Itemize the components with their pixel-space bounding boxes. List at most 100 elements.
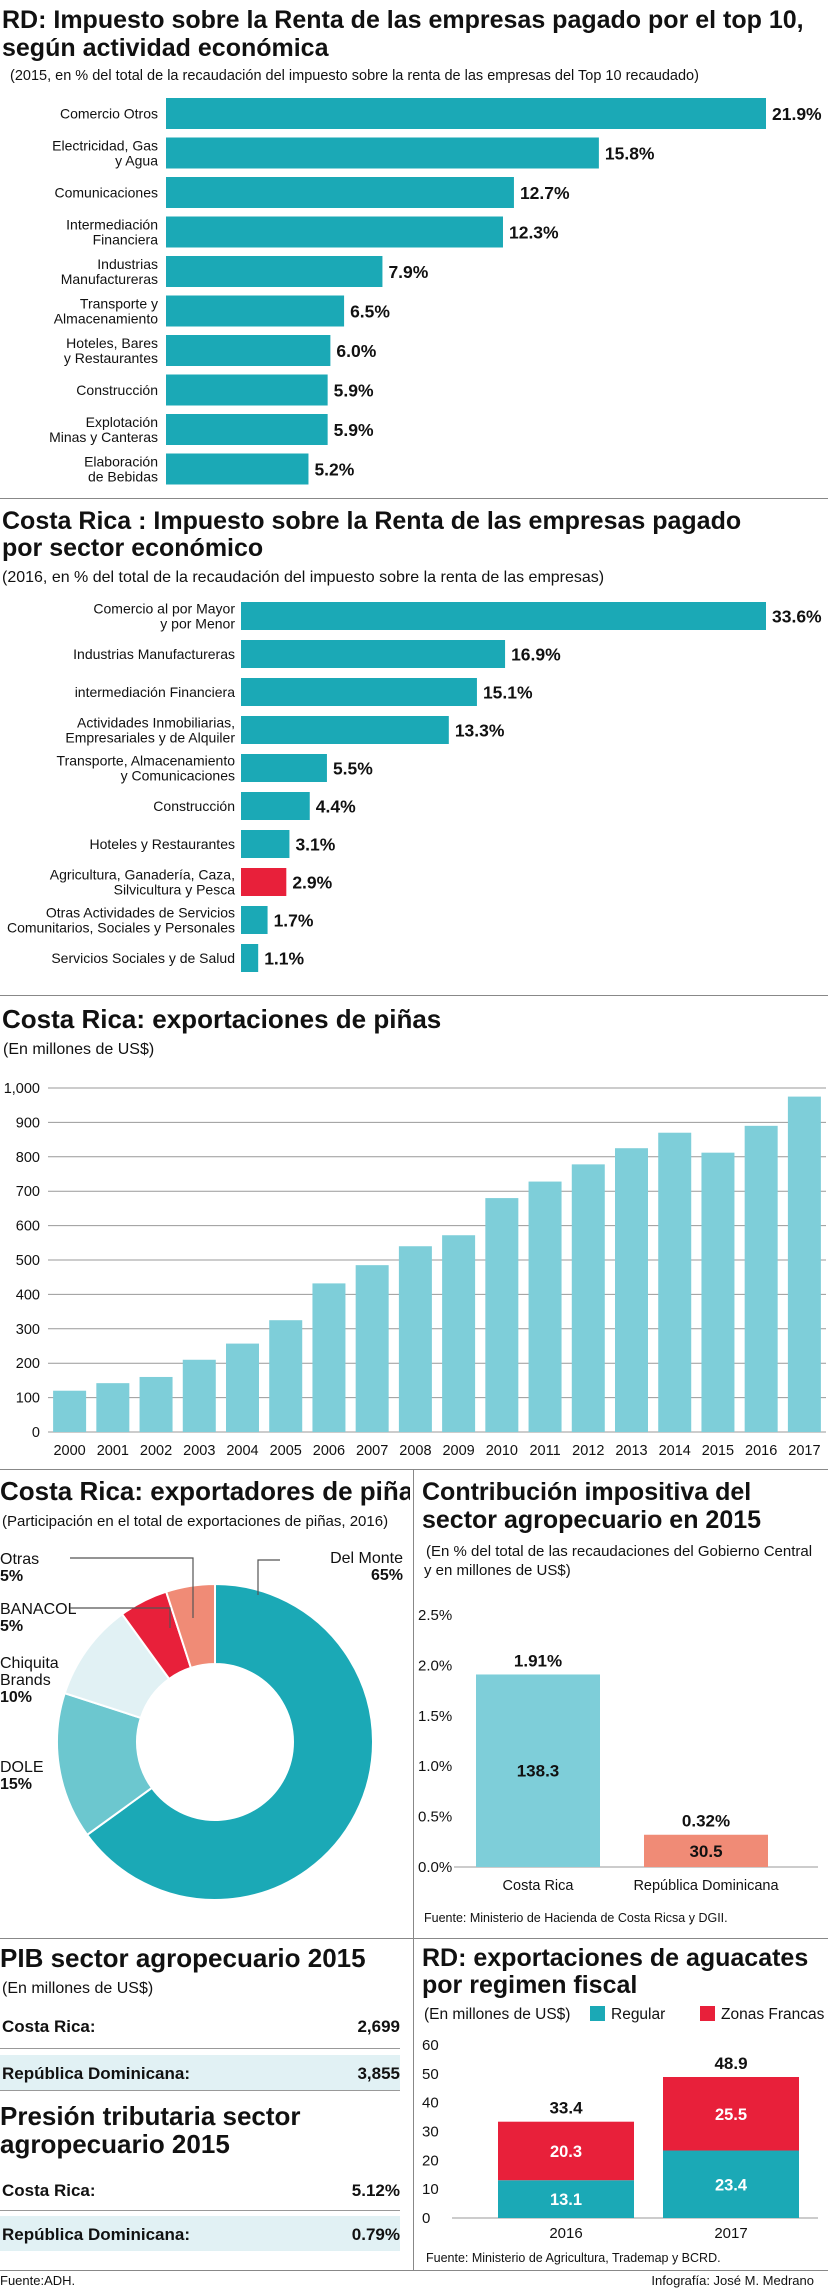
- value-label: 4.4%: [316, 797, 356, 817]
- bar: [166, 414, 328, 445]
- bar: [139, 1376, 173, 1432]
- category-label: de Bebidas: [88, 469, 158, 485]
- bar: [166, 98, 766, 129]
- y-tick-label: 2.5%: [418, 1607, 452, 1624]
- bar: [528, 1181, 562, 1432]
- footer-divider: [0, 2270, 828, 2271]
- x-tick-label: 2001: [97, 1443, 129, 1459]
- x-tick-label: 2012: [572, 1443, 604, 1459]
- divider: [0, 995, 828, 996]
- rd-renta-subtitle: (2015, en % del total de la recaudación …: [10, 68, 699, 84]
- legend-swatch: [590, 2006, 605, 2021]
- value-label: 6.5%: [350, 302, 390, 322]
- bar: [166, 216, 503, 248]
- category-label: Comercio al por Mayor: [93, 601, 235, 617]
- category-label: Silvicultura y Pesca: [114, 882, 236, 898]
- slice-label: Chiquita: [0, 1655, 59, 1672]
- row-highlight: [0, 2055, 400, 2090]
- slice-label: Del Monte: [330, 1550, 403, 1567]
- contribucion-subtitle-line-2: y en millones de US$): [424, 1562, 571, 1579]
- value-label: 5.5%: [333, 759, 373, 779]
- value-label: 5.9%: [334, 381, 374, 401]
- value-label: 15.1%: [483, 683, 533, 703]
- value-label: 33.6%: [772, 607, 822, 627]
- category-label: Comercio Otros: [60, 106, 158, 122]
- value-label: 1.91%: [514, 1651, 562, 1670]
- aguacates-title-line-2: por regimen fiscal: [422, 1971, 637, 1999]
- x-tick-label: 2002: [140, 1443, 172, 1459]
- y-tick-label: 60: [422, 2037, 439, 2054]
- donut-slice: [164, 1582, 216, 1670]
- exportadores-section: Costa Rica: exportadores de piñas (Parti…: [0, 1470, 410, 1940]
- presion-row-label: República Dominicana:: [2, 2225, 190, 2244]
- category-label: Construcción: [76, 382, 158, 398]
- bar: [226, 1343, 259, 1432]
- y-tick-label: 600: [16, 1219, 40, 1235]
- category-label: Construcción: [153, 798, 235, 814]
- slice-label: BANACOL: [0, 1601, 77, 1618]
- divider: [0, 1469, 828, 1470]
- bar: [166, 335, 331, 366]
- aguacates-title-line-1: RD: exportaciones de aguacates: [422, 1944, 808, 1972]
- y-tick-label: 10: [422, 2181, 439, 2198]
- contribucion-source: Fuente: Ministerio de Hacienda de Costa …: [424, 1911, 728, 1925]
- bar: [787, 1096, 821, 1432]
- value-label: 5.2%: [314, 460, 354, 480]
- rd-renta-section: RD: Impuesto sobre la Renta de las empre…: [0, 0, 828, 500]
- footer-credit: Infografía: José M. Medrano: [651, 2273, 814, 2288]
- cr-renta-section: Costa Rica : Impuesto sobre la Renta de …: [0, 500, 828, 994]
- x-tick-label: 2017: [788, 1443, 820, 1459]
- y-tick-label: 700: [16, 1184, 40, 1200]
- value-label: 16.9%: [511, 645, 561, 665]
- presion-row-value: 0.79%: [352, 2225, 400, 2244]
- bar: [476, 1674, 600, 1867]
- slice-percent: 5%: [0, 1568, 23, 1585]
- bar-segment: [663, 2077, 799, 2151]
- cr-renta-title-line-2: por sector económico: [2, 534, 263, 562]
- rd-renta-title-line-1: RD: Impuesto sobre la Renta de las empre…: [2, 6, 804, 34]
- leader-line: [70, 1607, 171, 1628]
- y-tick-label: 400: [16, 1287, 40, 1303]
- y-tick-label: 0.5%: [418, 1809, 452, 1826]
- bar: [96, 1383, 130, 1432]
- slice-label: Brands: [0, 1672, 51, 1689]
- pib-row-value: 2,699: [357, 2017, 400, 2036]
- category-label: Otras Actividades de Servicios: [46, 905, 235, 921]
- aguacates-chart: 0 10 20 30 40 50 60 Regular Zonas Francas 13.1 20.…: [422, 2006, 825, 2242]
- category-label: Agricultura, Ganadería, Caza,: [50, 867, 235, 883]
- bar: [701, 1152, 735, 1432]
- category-label: Actividades Inmobiliarias,: [77, 715, 235, 731]
- x-tick-label: 2000: [53, 1443, 85, 1459]
- bar: [658, 1132, 692, 1432]
- x-tick-label: 2006: [313, 1443, 345, 1459]
- slice-percent: 5%: [0, 1618, 23, 1635]
- x-tick-label: 2009: [442, 1443, 474, 1459]
- bar: [166, 137, 599, 169]
- value-label: 5.9%: [334, 420, 374, 440]
- value-label: 21.9%: [772, 104, 822, 124]
- category-label: Empresariales y de Alquiler: [65, 730, 235, 746]
- bar-segment: [498, 2180, 634, 2218]
- value-label: 3.1%: [295, 835, 335, 855]
- pib-section: PIB sector agropecuario 2015 (En millone…: [0, 1940, 410, 2270]
- row-divider: [0, 2210, 400, 2211]
- category-label: Industrias Manufactureras: [73, 646, 235, 662]
- exportadores-title: Costa Rica: exportadores de piñas: [0, 1476, 410, 1506]
- bar: [182, 1359, 216, 1432]
- aguacates-subtitle: (En millones de US$): [424, 2006, 570, 2023]
- row-divider: [0, 2090, 400, 2091]
- bar-segment: [498, 2121, 634, 2181]
- y-tick-label: 800: [16, 1150, 40, 1166]
- vertical-divider: [413, 1940, 414, 2270]
- presion-title-line-1: Presión tributaria sector: [0, 2101, 301, 2131]
- x-tick-label: 2007: [356, 1443, 388, 1459]
- category-label: Hoteles y Restaurantes: [89, 836, 235, 852]
- segment-value-label: 23.4: [715, 2176, 748, 2194]
- contribucion-chart: 0.0% 0.5% 1.0% 1.5% 2.0% 2.5% 1.91% 138.3 Costa …: [418, 1607, 818, 1894]
- category-label: Intermediación: [66, 217, 158, 233]
- bar: [744, 1125, 778, 1432]
- pinas-export-title: Costa Rica: exportaciones de piñas: [2, 1004, 441, 1034]
- pinas-export-chart: 0 100 200 300 400 500 600 700 800 900 1,000 2000 200…: [4, 1081, 826, 1459]
- pib-row-label: Costa Rica:: [2, 2017, 96, 2036]
